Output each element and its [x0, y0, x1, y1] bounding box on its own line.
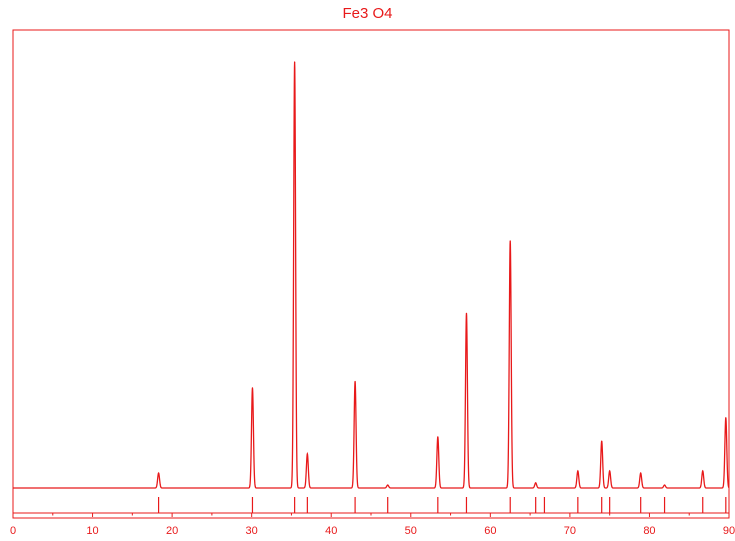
x-tick-label-9: 90: [723, 525, 735, 537]
chart-title: Fe3 O4: [342, 5, 393, 22]
peak-point-4: [354, 380, 356, 383]
x-tick-label-0: 0: [10, 525, 16, 537]
x-tick-label-1: 10: [86, 525, 98, 537]
peak-point-5: [387, 484, 389, 486]
x-tick-label-3: 30: [246, 525, 258, 537]
peak-point-7: [465, 312, 468, 314]
x-tick-label-2: 20: [166, 525, 178, 537]
peak-point-16: [725, 417, 727, 419]
peak-point-9: [535, 482, 537, 484]
peak-point-11: [601, 440, 603, 442]
x-tick-label-4: 40: [325, 525, 337, 537]
peak-point-2: [294, 61, 296, 63]
x-tick-label-5: 50: [405, 525, 417, 537]
peak-point-10: [577, 470, 579, 472]
peak-point-3: [306, 453, 308, 455]
peak-point-12: [609, 470, 611, 472]
peak-point-6: [437, 436, 439, 438]
peak-point-0: [157, 472, 160, 474]
peak-point-8: [509, 240, 511, 242]
peak-point-15: [702, 470, 704, 472]
x-tick-label-7: 70: [564, 525, 576, 537]
peak-point-1: [251, 387, 254, 389]
x-tick-label-8: 80: [643, 525, 655, 537]
diffraction-trace: [13, 61, 730, 489]
peak-point-13: [640, 472, 642, 474]
x-tick-label-6: 60: [484, 525, 496, 537]
peak-point-14: [663, 484, 666, 486]
plot-frame: [12, 29, 730, 519]
